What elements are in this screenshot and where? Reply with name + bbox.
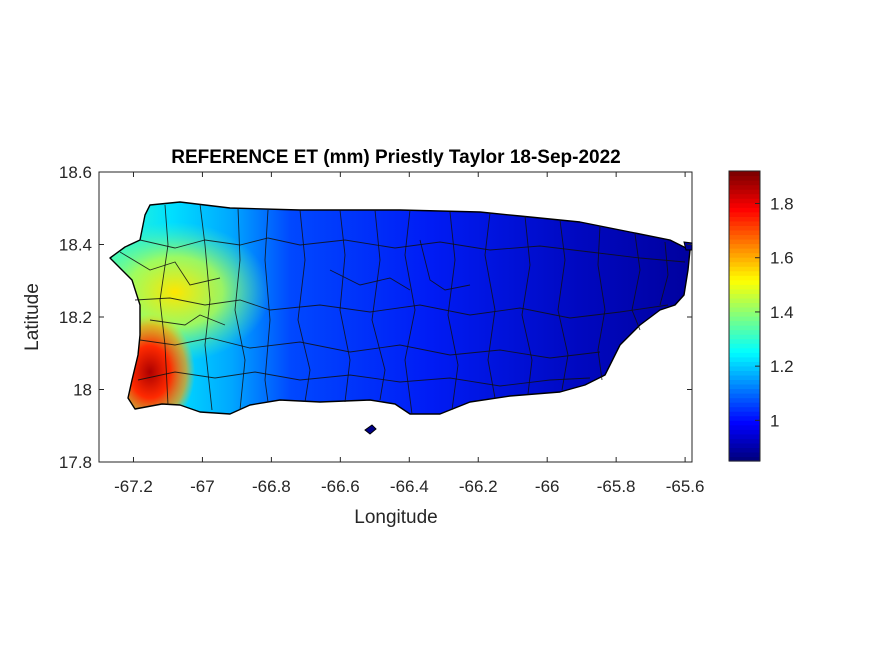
colorbar-swatch xyxy=(729,347,760,353)
colorbar-swatch xyxy=(729,442,760,449)
colorbar-swatch xyxy=(729,411,760,417)
colorbar-tick-label: 1 xyxy=(770,411,779,430)
island-outline xyxy=(109,201,691,415)
colorbar-tick-label: 1.2 xyxy=(770,357,794,376)
colorbar-tick-label: 1.8 xyxy=(770,195,794,214)
colorbar-swatch xyxy=(729,266,760,272)
colorbar: 1 1.2 1.4 1.6 1.8 xyxy=(728,170,794,462)
colorbar-swatch xyxy=(729,297,760,304)
colorbar-swatch xyxy=(729,352,760,358)
cayo-islet xyxy=(364,424,377,435)
colorbar-swatch xyxy=(729,284,760,290)
colorbar-swatch xyxy=(729,229,760,236)
x-axis-ticks: -67.2 -67 -66.8 -66.6 -66.4 -66.2 -66 -65.8 -65.… xyxy=(114,172,704,496)
colorbar-swatch xyxy=(729,306,760,313)
colorbar-tick-label: 1.4 xyxy=(770,303,794,322)
colorbar-swatch xyxy=(729,293,760,299)
colorbar-swatch xyxy=(729,397,760,403)
y-axis-ticks: 17.8 18 18.2 18.4 18.6 xyxy=(59,163,692,472)
colorbar-swatch xyxy=(729,379,760,385)
colorbar-swatch xyxy=(729,424,760,430)
y-tick-label: 18.2 xyxy=(59,308,92,327)
x-tick-label: -65.8 xyxy=(597,477,636,496)
y-tick-label: 17.8 xyxy=(59,453,92,472)
colorbar-swatch xyxy=(729,415,760,421)
colorbar-swatch xyxy=(729,243,760,249)
x-tick-label: -66.2 xyxy=(459,477,498,496)
colorbar-swatch xyxy=(729,383,760,390)
colorbar-swatch xyxy=(729,180,760,186)
colorbar-swatch xyxy=(729,393,760,399)
colorbar-swatch xyxy=(729,257,760,263)
colorbar-swatch xyxy=(729,193,760,199)
y-tick-label: 18.4 xyxy=(59,236,92,255)
colorbar-swatch xyxy=(729,270,760,276)
colorbar-swatch xyxy=(729,198,760,204)
colorbar-swatch xyxy=(729,220,760,226)
colorbar-swatch xyxy=(729,429,760,435)
colorbar-swatch xyxy=(729,316,760,322)
y-tick-label: 18.6 xyxy=(59,163,92,182)
x-axis-label: Longitude xyxy=(354,507,437,528)
colorbar-swatch xyxy=(729,261,760,267)
colorbar-swatch xyxy=(729,207,760,213)
colorbar-swatch xyxy=(729,311,760,317)
colorbar-swatch xyxy=(729,184,760,190)
colorbar-swatch xyxy=(729,438,760,444)
colorbar-swatch xyxy=(729,211,760,217)
colorbar-swatch xyxy=(729,338,760,344)
colorbar-swatch xyxy=(729,365,760,371)
colorbar-swatch xyxy=(729,370,760,376)
colorbar-swatch xyxy=(729,420,760,426)
x-tick-label: -66.8 xyxy=(252,477,291,496)
colorbar-swatch xyxy=(729,189,760,195)
x-tick-label: -66.6 xyxy=(321,477,360,496)
municipality-boundaries xyxy=(119,203,686,415)
eastern-islet xyxy=(683,241,693,251)
colorbar-swatch xyxy=(729,302,760,308)
x-tick-label: -66 xyxy=(535,477,560,496)
colorbar-swatch xyxy=(729,433,760,439)
y-axis-label: Latitude xyxy=(22,283,43,351)
colorbar-swatch xyxy=(729,279,760,285)
colorbar-swatch xyxy=(729,406,760,412)
x-tick-label: -65.6 xyxy=(666,477,705,496)
y-tick-label: 18 xyxy=(73,381,92,400)
colorbar-swatch xyxy=(729,356,760,362)
colorbar-swatch xyxy=(729,175,760,181)
colorbar-tick-label: 1.6 xyxy=(770,249,794,268)
colorbar-swatch xyxy=(729,234,760,240)
colorbar-swatch xyxy=(729,288,760,294)
colorbar-swatch xyxy=(729,171,760,177)
colorbar-swatch xyxy=(729,238,760,245)
x-tick-label: -67.2 xyxy=(114,477,153,496)
colorbar-swatch xyxy=(729,343,760,349)
colorbar-swatch xyxy=(729,252,760,258)
colorbar-swatch xyxy=(729,388,760,394)
colorbar-swatch xyxy=(729,402,760,408)
colorbar-swatch xyxy=(729,202,760,208)
colorbar-swatch xyxy=(729,374,760,381)
colorbar-swatch xyxy=(729,325,760,331)
x-tick-label: -67 xyxy=(190,477,215,496)
colorbar-swatch xyxy=(729,248,760,254)
colorbar-swatch xyxy=(729,451,760,458)
colorbar-swatch xyxy=(729,320,760,326)
colorbar-swatch xyxy=(729,225,760,231)
colorbar-swatch xyxy=(729,447,760,453)
colorbar-swatch xyxy=(729,275,760,281)
colorbar-swatch xyxy=(729,456,760,462)
colorbar-swatch xyxy=(729,216,760,222)
colorbar-swatch xyxy=(729,329,760,335)
x-tick-label: -66.4 xyxy=(390,477,429,496)
chart-title: REFERENCE ET (mm) Priestly Taylor 18-Sep… xyxy=(171,147,620,168)
colorbar-swatch xyxy=(729,361,760,367)
colorbar-swatch xyxy=(729,334,760,340)
